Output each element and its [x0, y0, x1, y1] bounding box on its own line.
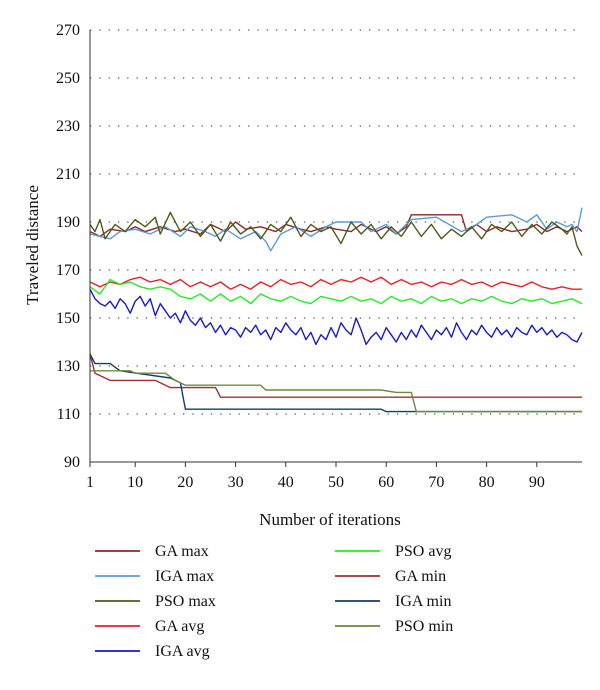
series-iga-min [89, 353, 582, 413]
series-ga-min [89, 353, 582, 398]
legend-label: GA max [155, 543, 209, 560]
x-tick-label: 10 [127, 474, 143, 491]
x-tick-label: 80 [479, 474, 495, 491]
y-tick-label: 110 [57, 406, 80, 423]
legend-label: IGA avg [155, 643, 210, 660]
legend-label: PSO avg [395, 543, 451, 560]
y-tick-label: 150 [56, 310, 80, 327]
series-pso-avg [89, 278, 583, 305]
x-tick-label: 70 [428, 474, 444, 491]
y-tick-label: 190 [56, 214, 80, 231]
x-axis-title: Number of iterations [259, 510, 401, 529]
legend: GA max IGA max PSO max GA avg IGA avg PSO avg… [95, 543, 453, 660]
x-tick-label: 50 [328, 474, 344, 491]
legend-label: IGA max [155, 568, 214, 585]
y-tick-label: 90 [64, 454, 80, 471]
y-axis-title: Traveled distance [23, 185, 42, 305]
x-tick-label: 40 [278, 474, 294, 491]
x-tick-label: 90 [529, 474, 545, 491]
legend-label: PSO max [155, 593, 216, 610]
y-tick-label: 230 [56, 118, 80, 135]
legend-label: GA avg [155, 618, 204, 635]
series-pso-max [89, 211, 583, 256]
series-ga-avg [89, 276, 582, 290]
x-tick-label: 60 [378, 474, 394, 491]
x-tick-label: 20 [177, 474, 193, 491]
grid-lines [90, 29, 582, 415]
y-tick-label: 270 [56, 22, 80, 39]
series-iga-avg [89, 288, 583, 346]
x-tick-label: 30 [228, 474, 244, 491]
series-iga-max [89, 207, 583, 252]
y-tick-label: 170 [56, 262, 80, 279]
series-lines [89, 207, 583, 413]
y-tick-label: 250 [56, 70, 80, 87]
legend-label: PSO min [395, 618, 453, 635]
y-tick-label: 210 [56, 166, 80, 183]
legend-label: IGA min [395, 593, 451, 610]
y-tick-label: 130 [56, 358, 80, 375]
x-tick-label: 1 [86, 474, 94, 491]
legend-label: GA min [395, 568, 446, 585]
series-pso-min [90, 370, 582, 413]
